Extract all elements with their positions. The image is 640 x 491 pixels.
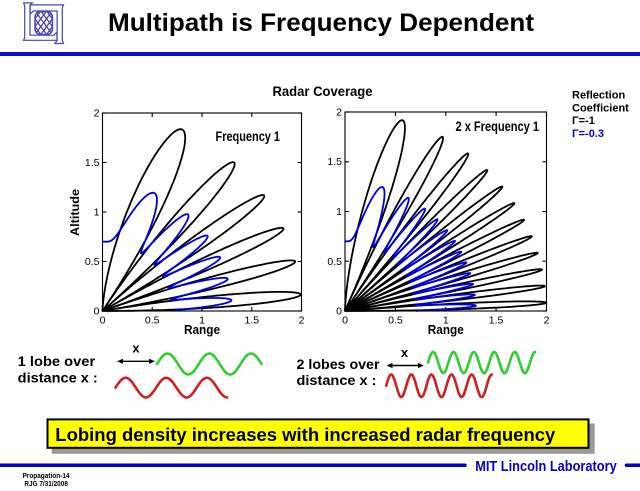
svg-text:x: x: [132, 341, 140, 356]
svg-text:Reflection: Reflection: [572, 90, 625, 102]
svg-text:distance x :: distance x :: [18, 370, 98, 386]
svg-text:Γ=-1: Γ=-1: [572, 115, 595, 127]
svg-text:distance x :: distance x :: [297, 372, 377, 388]
svg-text:0: 0: [100, 315, 106, 327]
svg-text:1: 1: [336, 206, 342, 218]
svg-text:2 x Frequency 1: 2 x Frequency 1: [456, 119, 540, 134]
svg-text:Coefficient: Coefficient: [572, 103, 629, 115]
svg-text:0.5: 0.5: [85, 256, 100, 268]
svg-text:x: x: [401, 345, 409, 360]
svg-text:1: 1: [199, 315, 205, 327]
svg-text:Frequency 1: Frequency 1: [216, 129, 281, 144]
svg-text:Altitude: Altitude: [68, 189, 82, 236]
svg-text:2: 2: [299, 315, 305, 327]
svg-text:1.5: 1.5: [489, 315, 504, 327]
svg-text:Γ=-0.3: Γ=-0.3: [572, 128, 604, 140]
svg-text:Propagation-14: Propagation-14: [23, 473, 70, 480]
svg-text:2 lobes over: 2 lobes over: [297, 356, 381, 372]
svg-text:1: 1: [443, 315, 449, 327]
svg-text:Radar Coverage: Radar Coverage: [273, 83, 373, 99]
svg-text:Lobing density increases with: Lobing density increases with increased …: [55, 424, 556, 445]
svg-text:2: 2: [336, 107, 342, 119]
svg-text:1: 1: [94, 207, 100, 219]
svg-text:RJG 7/31/2008: RJG 7/31/2008: [24, 481, 68, 488]
svg-text:Range: Range: [184, 323, 220, 337]
svg-text:Multipath is Frequency Depende: Multipath is Frequency Dependent: [108, 9, 535, 37]
svg-text:0.5: 0.5: [327, 256, 342, 268]
svg-text:0.5: 0.5: [388, 315, 403, 327]
svg-text:2: 2: [544, 315, 550, 327]
svg-text:0.5: 0.5: [145, 315, 160, 327]
svg-text:Range: Range: [428, 323, 464, 337]
svg-text:1.5: 1.5: [327, 156, 342, 168]
svg-text:0: 0: [94, 306, 100, 318]
svg-text:2: 2: [94, 108, 100, 120]
svg-text:MIT Lincoln Laboratory: MIT Lincoln Laboratory: [475, 459, 617, 475]
svg-text:0: 0: [336, 306, 342, 318]
svg-text:1.5: 1.5: [244, 315, 259, 327]
svg-text:1 lobe over: 1 lobe over: [18, 353, 96, 369]
svg-text:1.5: 1.5: [85, 157, 100, 169]
svg-text:0: 0: [342, 315, 348, 327]
